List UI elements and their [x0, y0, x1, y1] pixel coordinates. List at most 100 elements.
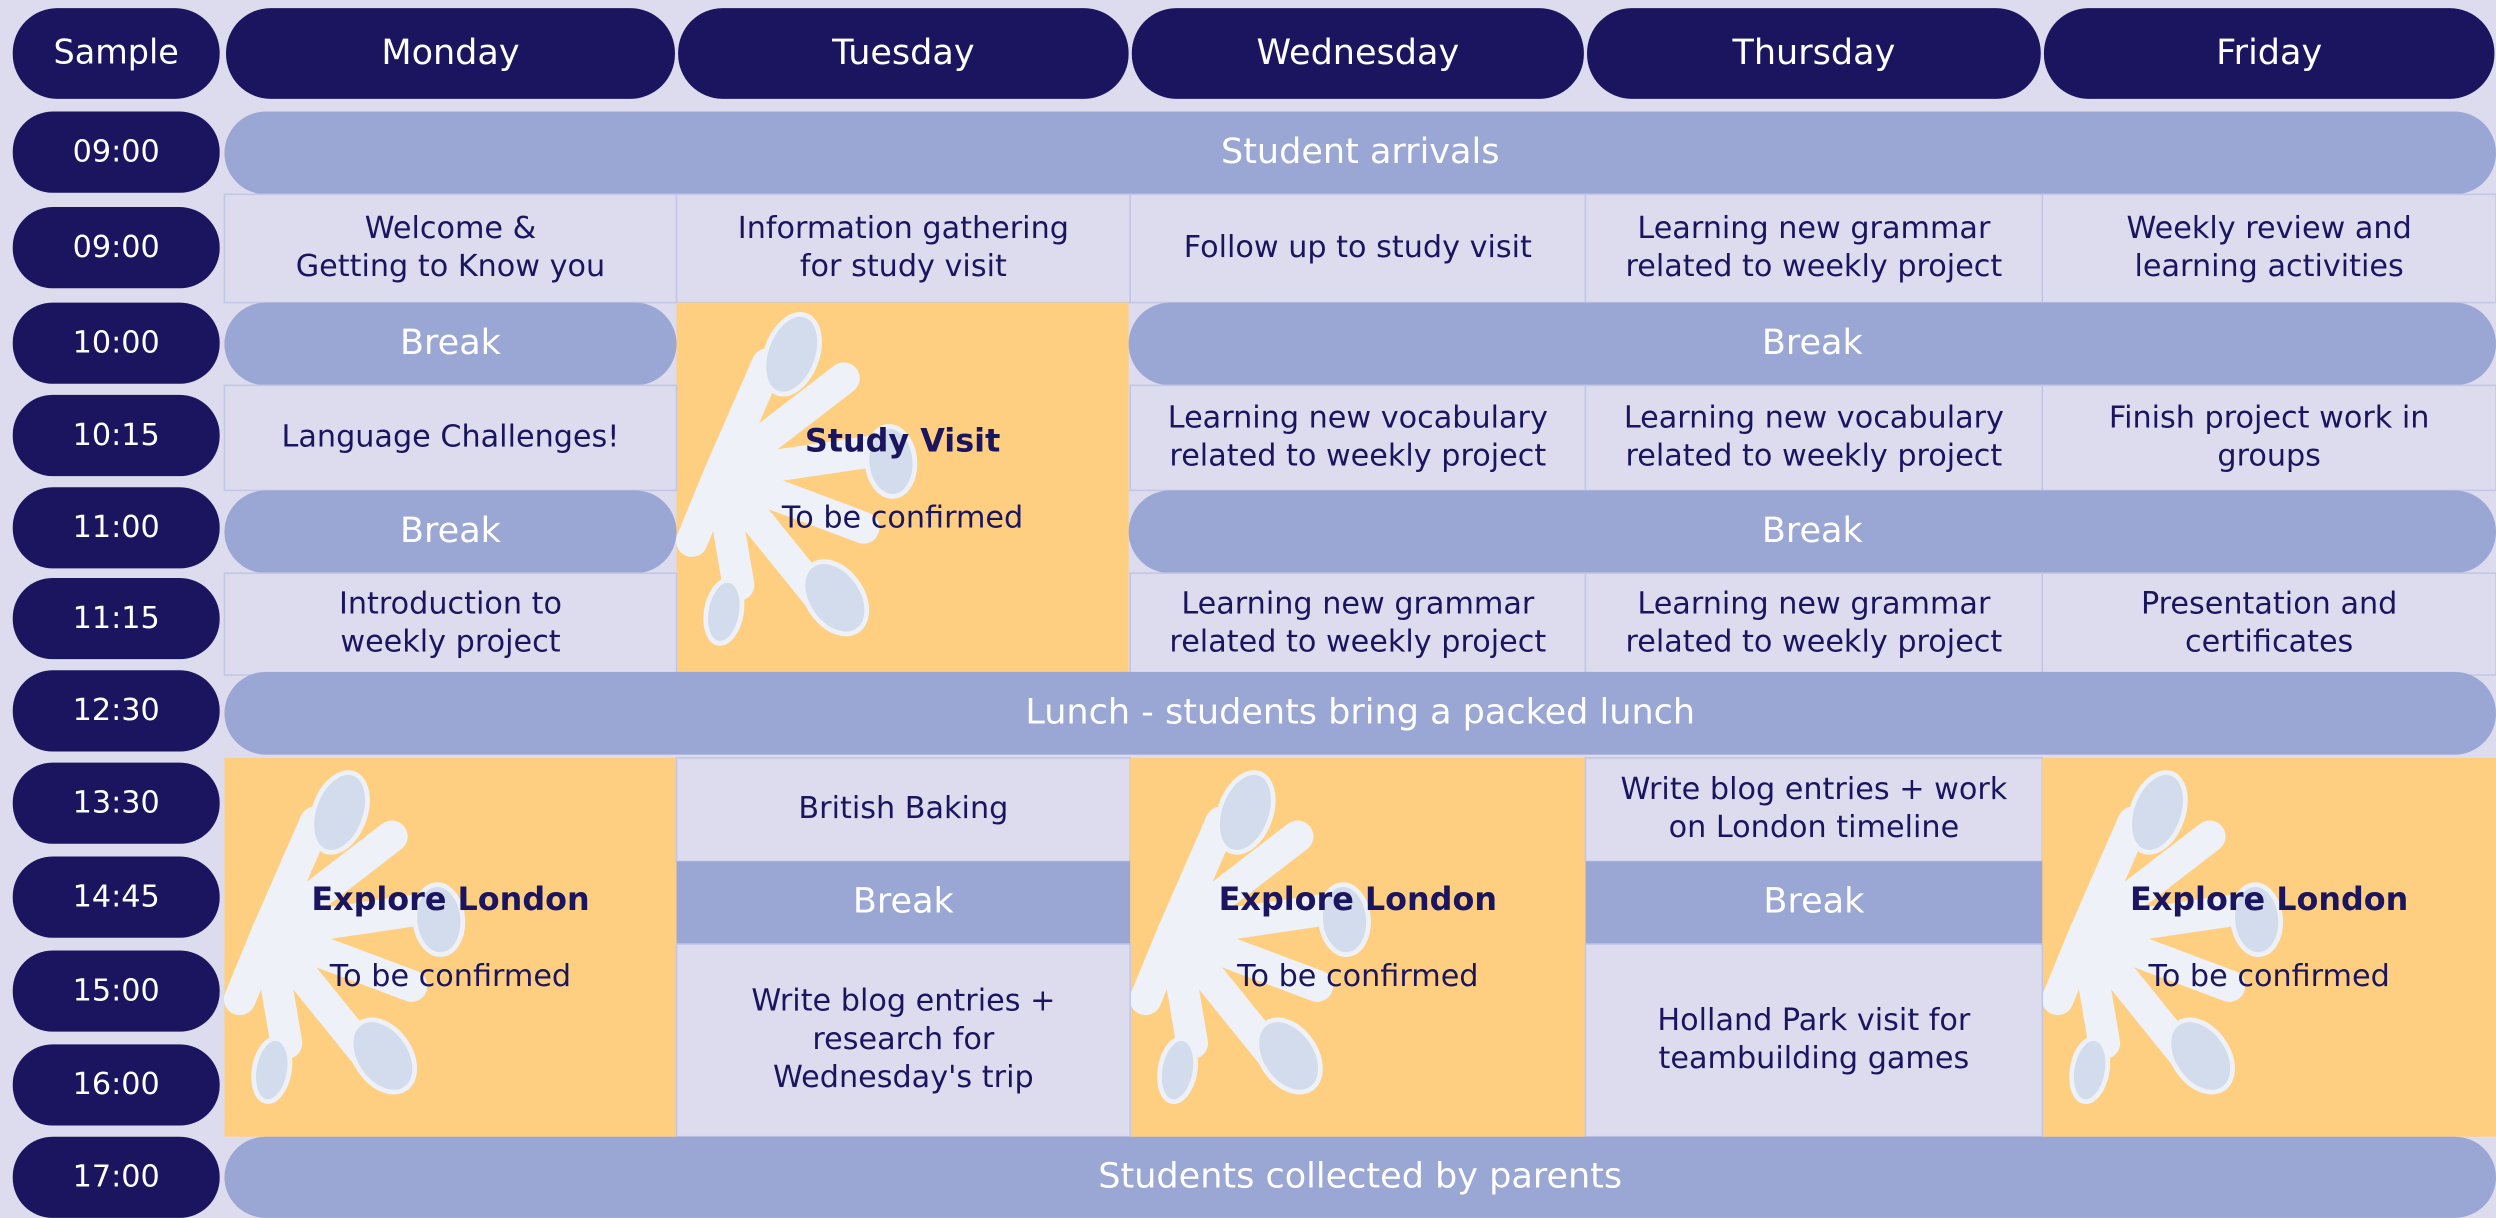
time-pill [12, 111, 220, 193]
cell-text: related to weekly project [1169, 438, 1546, 473]
time-label: 11:00 [73, 510, 160, 545]
cell-text: Learning new grammar [1637, 587, 1991, 622]
band [224, 111, 2496, 195]
cell-text: Learning new vocabulary [1624, 400, 2004, 435]
time-pill [12, 394, 220, 477]
petal-drop [2127, 770, 2188, 855]
time-pill [12, 950, 220, 1032]
time-pill [12, 487, 220, 569]
cell-text: Write blog entries + [751, 984, 1055, 1019]
cell [223, 384, 678, 492]
day-pill [678, 8, 1129, 99]
petal-arm [223, 916, 284, 1016]
time-pill [12, 762, 220, 844]
cell-text: weekly project [340, 625, 560, 660]
time-label: 10:15 [73, 418, 160, 453]
day-label: Wednesday [1256, 32, 1459, 73]
cell-text: Wednesday's trip [773, 1060, 1034, 1095]
cell-text: groups [2217, 438, 2321, 473]
flower-decoration [1129, 770, 1371, 1104]
petal-drop [2166, 1017, 2235, 1095]
day-label: Friday [2216, 32, 2322, 73]
break-bar [1585, 861, 2043, 945]
cell-text: research for [812, 1022, 995, 1057]
petal-drop [864, 424, 918, 499]
time-label: 09:00 [73, 230, 160, 265]
band-label: Students collected by parents [1098, 1155, 1622, 1196]
day-label: Monday [381, 32, 519, 73]
band-label: Break [853, 881, 955, 922]
petal-drop [2069, 1036, 2111, 1104]
cell-text: related to weekly project [1625, 625, 2002, 660]
petal-arm [1129, 916, 1190, 1016]
cell [2041, 384, 2496, 492]
cell-text: Getting to Know you [296, 249, 605, 284]
cell [1584, 572, 2044, 676]
petal-drop [800, 559, 870, 637]
flower-decoration [675, 312, 918, 646]
band-label: Student arrivals [1221, 131, 1499, 172]
time-pill [12, 856, 220, 938]
time-label: 16:00 [73, 1067, 160, 1102]
petal-drop [1254, 1017, 1323, 1095]
day-pill [1131, 8, 1584, 99]
time-label: 09:00 [73, 134, 160, 169]
corner-pill [12, 8, 220, 99]
cell-text: Information gathering [738, 211, 1069, 246]
activity-title: Study Visit [805, 422, 1000, 460]
band-label: Break [1762, 510, 1864, 551]
cell [2041, 572, 2496, 676]
cell [675, 757, 1131, 863]
band [224, 302, 677, 386]
time-label: 13:30 [73, 785, 160, 820]
cell-text: related to weekly project [1625, 438, 2002, 473]
band [224, 1136, 2496, 1218]
cell [1584, 757, 2044, 863]
band [1128, 490, 2496, 574]
time-label: 11:15 [73, 601, 160, 636]
band [1128, 302, 2496, 386]
time-pill [12, 302, 220, 384]
cell-text: on London timeline [1669, 810, 1960, 845]
petal-drop [1318, 882, 1371, 957]
activity-title: Explore London [2130, 880, 2408, 918]
activity-subtitle: To be confirmed [329, 959, 571, 994]
cell [675, 193, 1131, 304]
day-label: Tuesday [831, 32, 974, 73]
cell-text: for study visit [800, 249, 1007, 284]
cell-text: Weekly review and [2127, 211, 2412, 246]
flower-decoration [223, 770, 466, 1104]
cell [1584, 943, 2044, 1138]
cell [675, 943, 1131, 1138]
cell [1584, 384, 2044, 492]
band [224, 490, 677, 574]
petal-drop [2230, 882, 2284, 957]
cell-text: Learning new grammar [1637, 211, 1991, 246]
petal-drop [412, 882, 466, 957]
day-pill [226, 8, 675, 99]
flower-decoration [2041, 770, 2284, 1104]
time-label: 12:30 [73, 693, 160, 728]
cell-text: Language Challenges! [282, 419, 620, 454]
cell [223, 572, 678, 676]
cell-text: Learning new grammar [1181, 587, 1535, 622]
activity-title: Explore London [1219, 880, 1497, 918]
activity-subtitle: To be confirmed [2147, 959, 2389, 994]
activity-subtitle: To be confirmed [1236, 959, 1478, 994]
time-label: 15:00 [73, 973, 160, 1008]
time-pill [12, 207, 220, 289]
activity-title: Explore London [311, 880, 589, 918]
cell-text: related to weekly project [1625, 249, 2002, 284]
activity-subtitle: To be confirmed [781, 501, 1023, 536]
time-pill [12, 1136, 220, 1218]
time-label: 14:45 [73, 879, 160, 914]
day-pill [1587, 8, 2041, 99]
petal-arm [2041, 916, 2102, 1016]
cell [2041, 193, 2496, 304]
cell-text: British Baking [798, 791, 1008, 826]
band-label: Break [1762, 322, 1864, 363]
cell-text: related to weekly project [1169, 625, 1546, 660]
band-label: Break [1763, 881, 1865, 922]
day-pill [2043, 8, 2495, 99]
